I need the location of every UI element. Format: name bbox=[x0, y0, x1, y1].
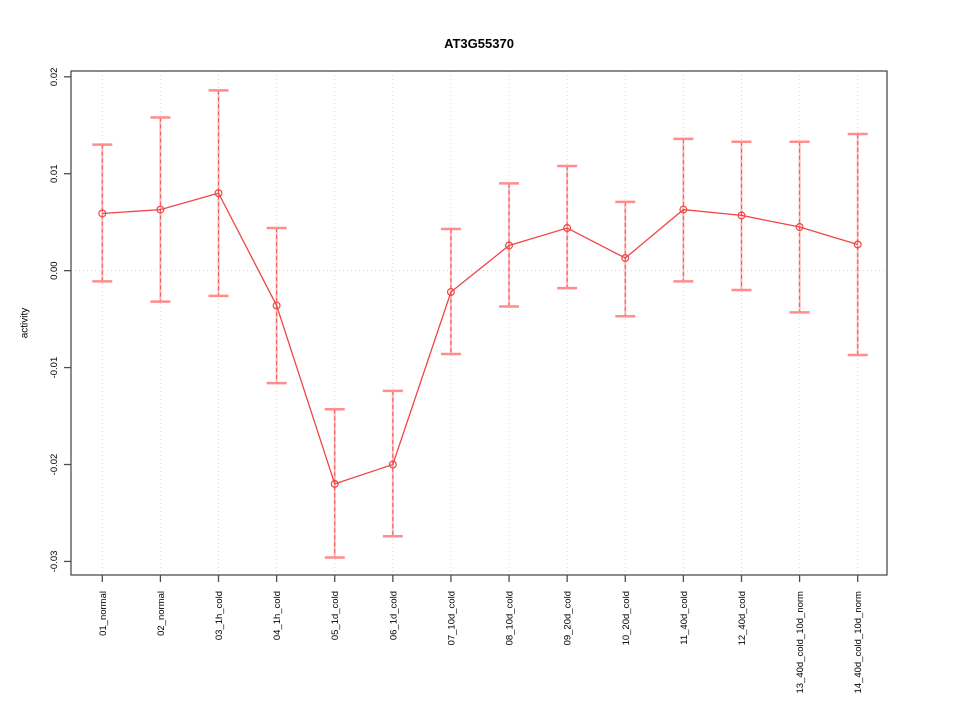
data-point-marker bbox=[272, 301, 281, 310]
series-line bbox=[102, 192, 858, 485]
x-tick-label: 14_40d_cold_10d_norm bbox=[853, 591, 864, 694]
data-point-marker bbox=[737, 211, 746, 220]
chart-title: AT3G55370 bbox=[444, 36, 514, 51]
data-point-marker bbox=[98, 209, 107, 218]
data-point-marker bbox=[679, 205, 688, 214]
data-point-marker bbox=[853, 240, 862, 249]
x-tick-label: 08_10d_cold bbox=[505, 591, 516, 645]
data-point-marker bbox=[214, 189, 223, 198]
x-tick-label: 12_40d_cold bbox=[737, 591, 748, 645]
x-tick-label: 13_40d_cold_10d_norm bbox=[795, 591, 806, 694]
data-point-marker bbox=[563, 224, 572, 233]
y-tick-label: 0.02 bbox=[49, 68, 60, 87]
plot-frame bbox=[70, 70, 888, 576]
data-point-marker bbox=[446, 287, 455, 296]
x-tick-label: 04_1h_cold bbox=[272, 591, 283, 640]
data-point-marker bbox=[505, 241, 514, 250]
y-tick-label: -0.03 bbox=[49, 551, 60, 573]
data-point-marker bbox=[330, 479, 339, 488]
x-tick-label: 01_normal bbox=[98, 591, 109, 636]
data-point-marker bbox=[795, 223, 804, 232]
x-tick-label: 02_normal bbox=[156, 591, 167, 636]
x-tick-label: 07_10d_cold bbox=[446, 591, 457, 645]
data-point-marker bbox=[621, 254, 630, 263]
x-tick-label: 05_1d_cold bbox=[330, 591, 341, 640]
x-tick-label: 11_40d_cold bbox=[679, 591, 690, 645]
x-tick-label: 03_1h_cold bbox=[214, 591, 225, 640]
y-tick-label: -0.02 bbox=[49, 454, 60, 476]
x-tick-label: 09_20d_cold bbox=[563, 591, 574, 645]
x-tick-label: 10_20d_cold bbox=[621, 591, 632, 645]
y-tick-label: 0.01 bbox=[49, 164, 60, 183]
y-tick-label: 0.00 bbox=[49, 261, 60, 280]
data-point-marker bbox=[156, 205, 165, 214]
data-point-marker bbox=[388, 460, 397, 469]
y-tick-label: -0.01 bbox=[49, 357, 60, 379]
x-tick-label: 06_1d_cold bbox=[388, 591, 399, 640]
